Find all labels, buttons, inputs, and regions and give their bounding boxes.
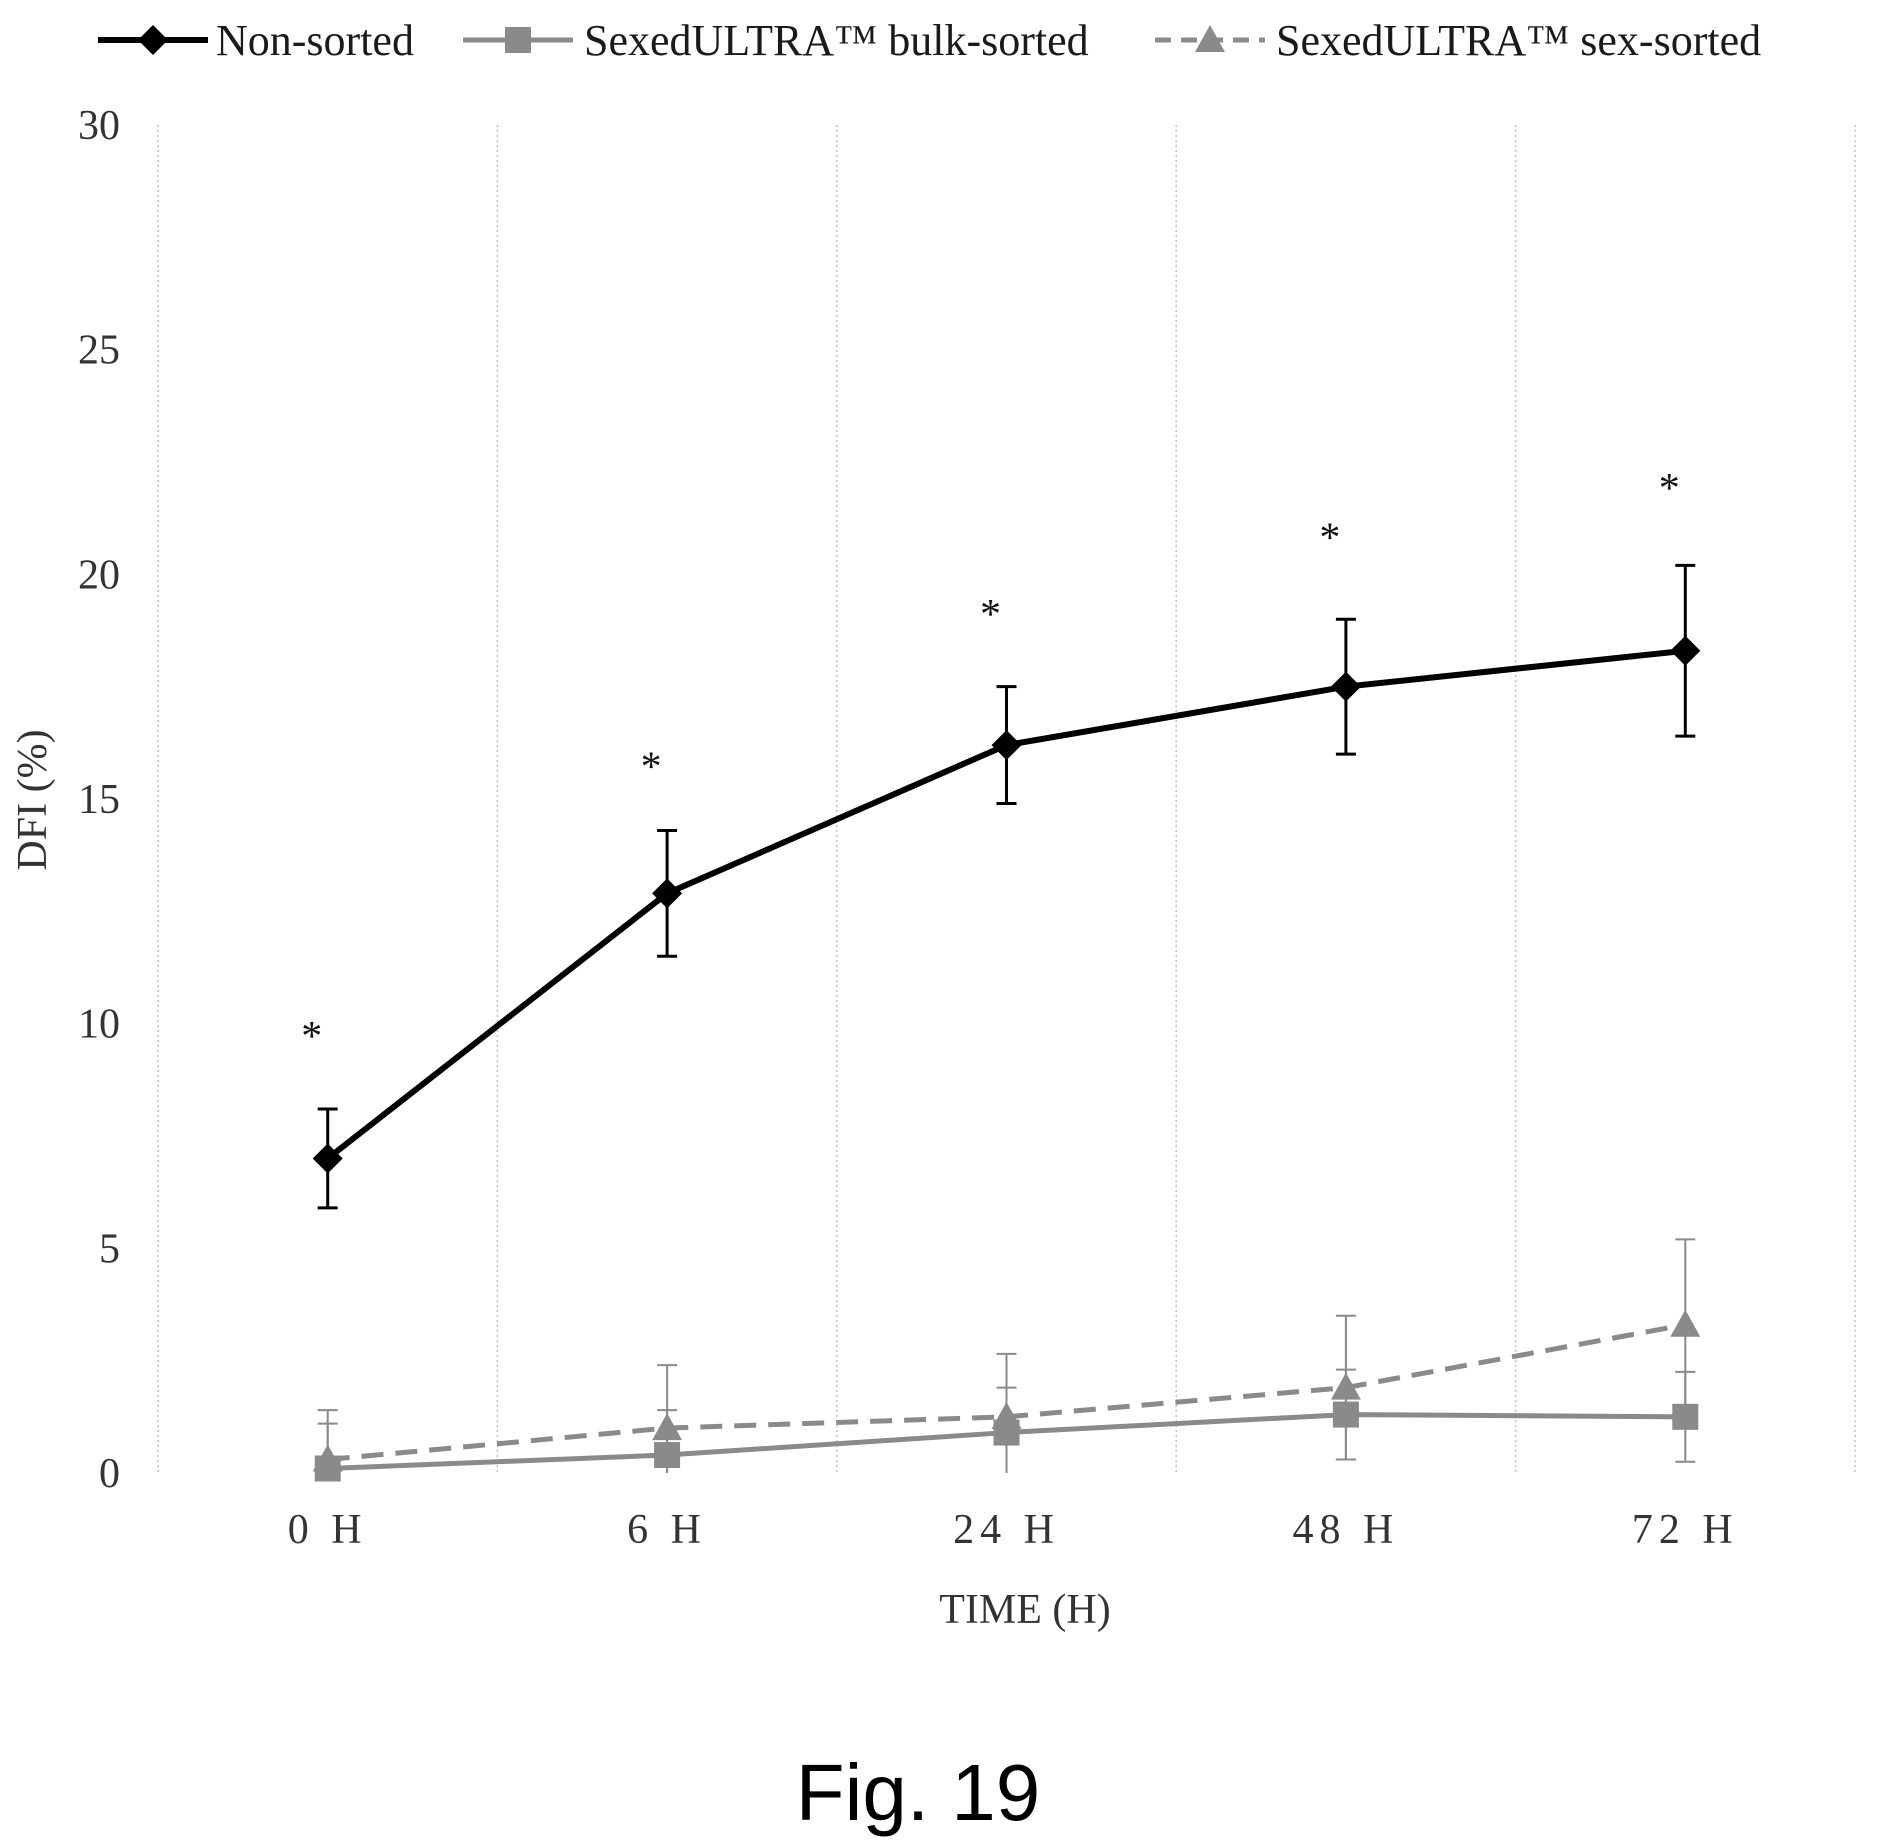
triangle-marker [312, 1444, 343, 1472]
x-tick-label: 24 H [953, 1507, 1060, 1553]
significance-star: * [641, 745, 662, 791]
y-tick-label: 25 [78, 328, 120, 374]
diamond-marker [991, 730, 1022, 761]
legend-label: Non-sorted [216, 16, 414, 65]
triangle-marker [1195, 25, 1225, 52]
legend-entry-1: SexedULTRA™ bulk-sorted [463, 16, 1089, 65]
legend-entry-2: SexedULTRA™ sex-sorted [1155, 16, 1761, 65]
y-tick-label: 5 [99, 1226, 120, 1272]
diamond-marker [312, 1143, 343, 1174]
significance-star: * [1659, 466, 1680, 512]
legend-entry-0: Non-sorted [98, 16, 414, 65]
significance-star: * [980, 592, 1001, 638]
significance-markers: * * * * * [301, 466, 1680, 1060]
legend: Non-sorted SexedULTRA™ bulk-sorted SexedUL… [98, 16, 1761, 65]
x-tick-label: 6 H [627, 1507, 707, 1553]
x-tick-label: 72 H [1632, 1507, 1739, 1553]
diamond-marker [1330, 671, 1361, 702]
legend-label: SexedULTRA™ sex-sorted [1276, 16, 1761, 65]
x-tick-label: 48 H [1292, 1507, 1399, 1553]
series-0 [312, 563, 1701, 1210]
x-axis-ticks: 0 H 6 H 24 H 48 H 72 H [288, 1507, 1739, 1553]
square-marker [505, 27, 531, 53]
significance-star: * [1319, 515, 1340, 561]
series-group [312, 563, 1701, 1482]
series-2 [312, 1238, 1701, 1473]
y-tick-label: 10 [78, 1002, 120, 1048]
figure-caption: Fig. 19 [796, 1748, 1041, 1837]
y-tick-label: 15 [78, 777, 120, 823]
y-tick-label: 20 [78, 552, 120, 598]
y-axis-label: DFI (%) [10, 729, 56, 870]
legend-label: SexedULTRA™ bulk-sorted [584, 16, 1089, 65]
x-tick-label: 0 H [288, 1507, 368, 1553]
triangle-marker [991, 1401, 1022, 1429]
diamond-marker [652, 878, 683, 909]
y-axis-ticks: 0 5 10 15 20 25 30 [78, 103, 120, 1497]
y-tick-label: 30 [78, 103, 120, 149]
triangle-marker [652, 1413, 683, 1441]
significance-star: * [301, 1014, 322, 1060]
triangle-marker [1670, 1309, 1701, 1337]
x-axis-label: TIME (H) [939, 1587, 1110, 1633]
triangle-marker [1330, 1372, 1361, 1400]
y-tick-label: 0 [99, 1451, 120, 1497]
diamond-marker [138, 25, 168, 55]
diamond-marker [1670, 635, 1701, 666]
